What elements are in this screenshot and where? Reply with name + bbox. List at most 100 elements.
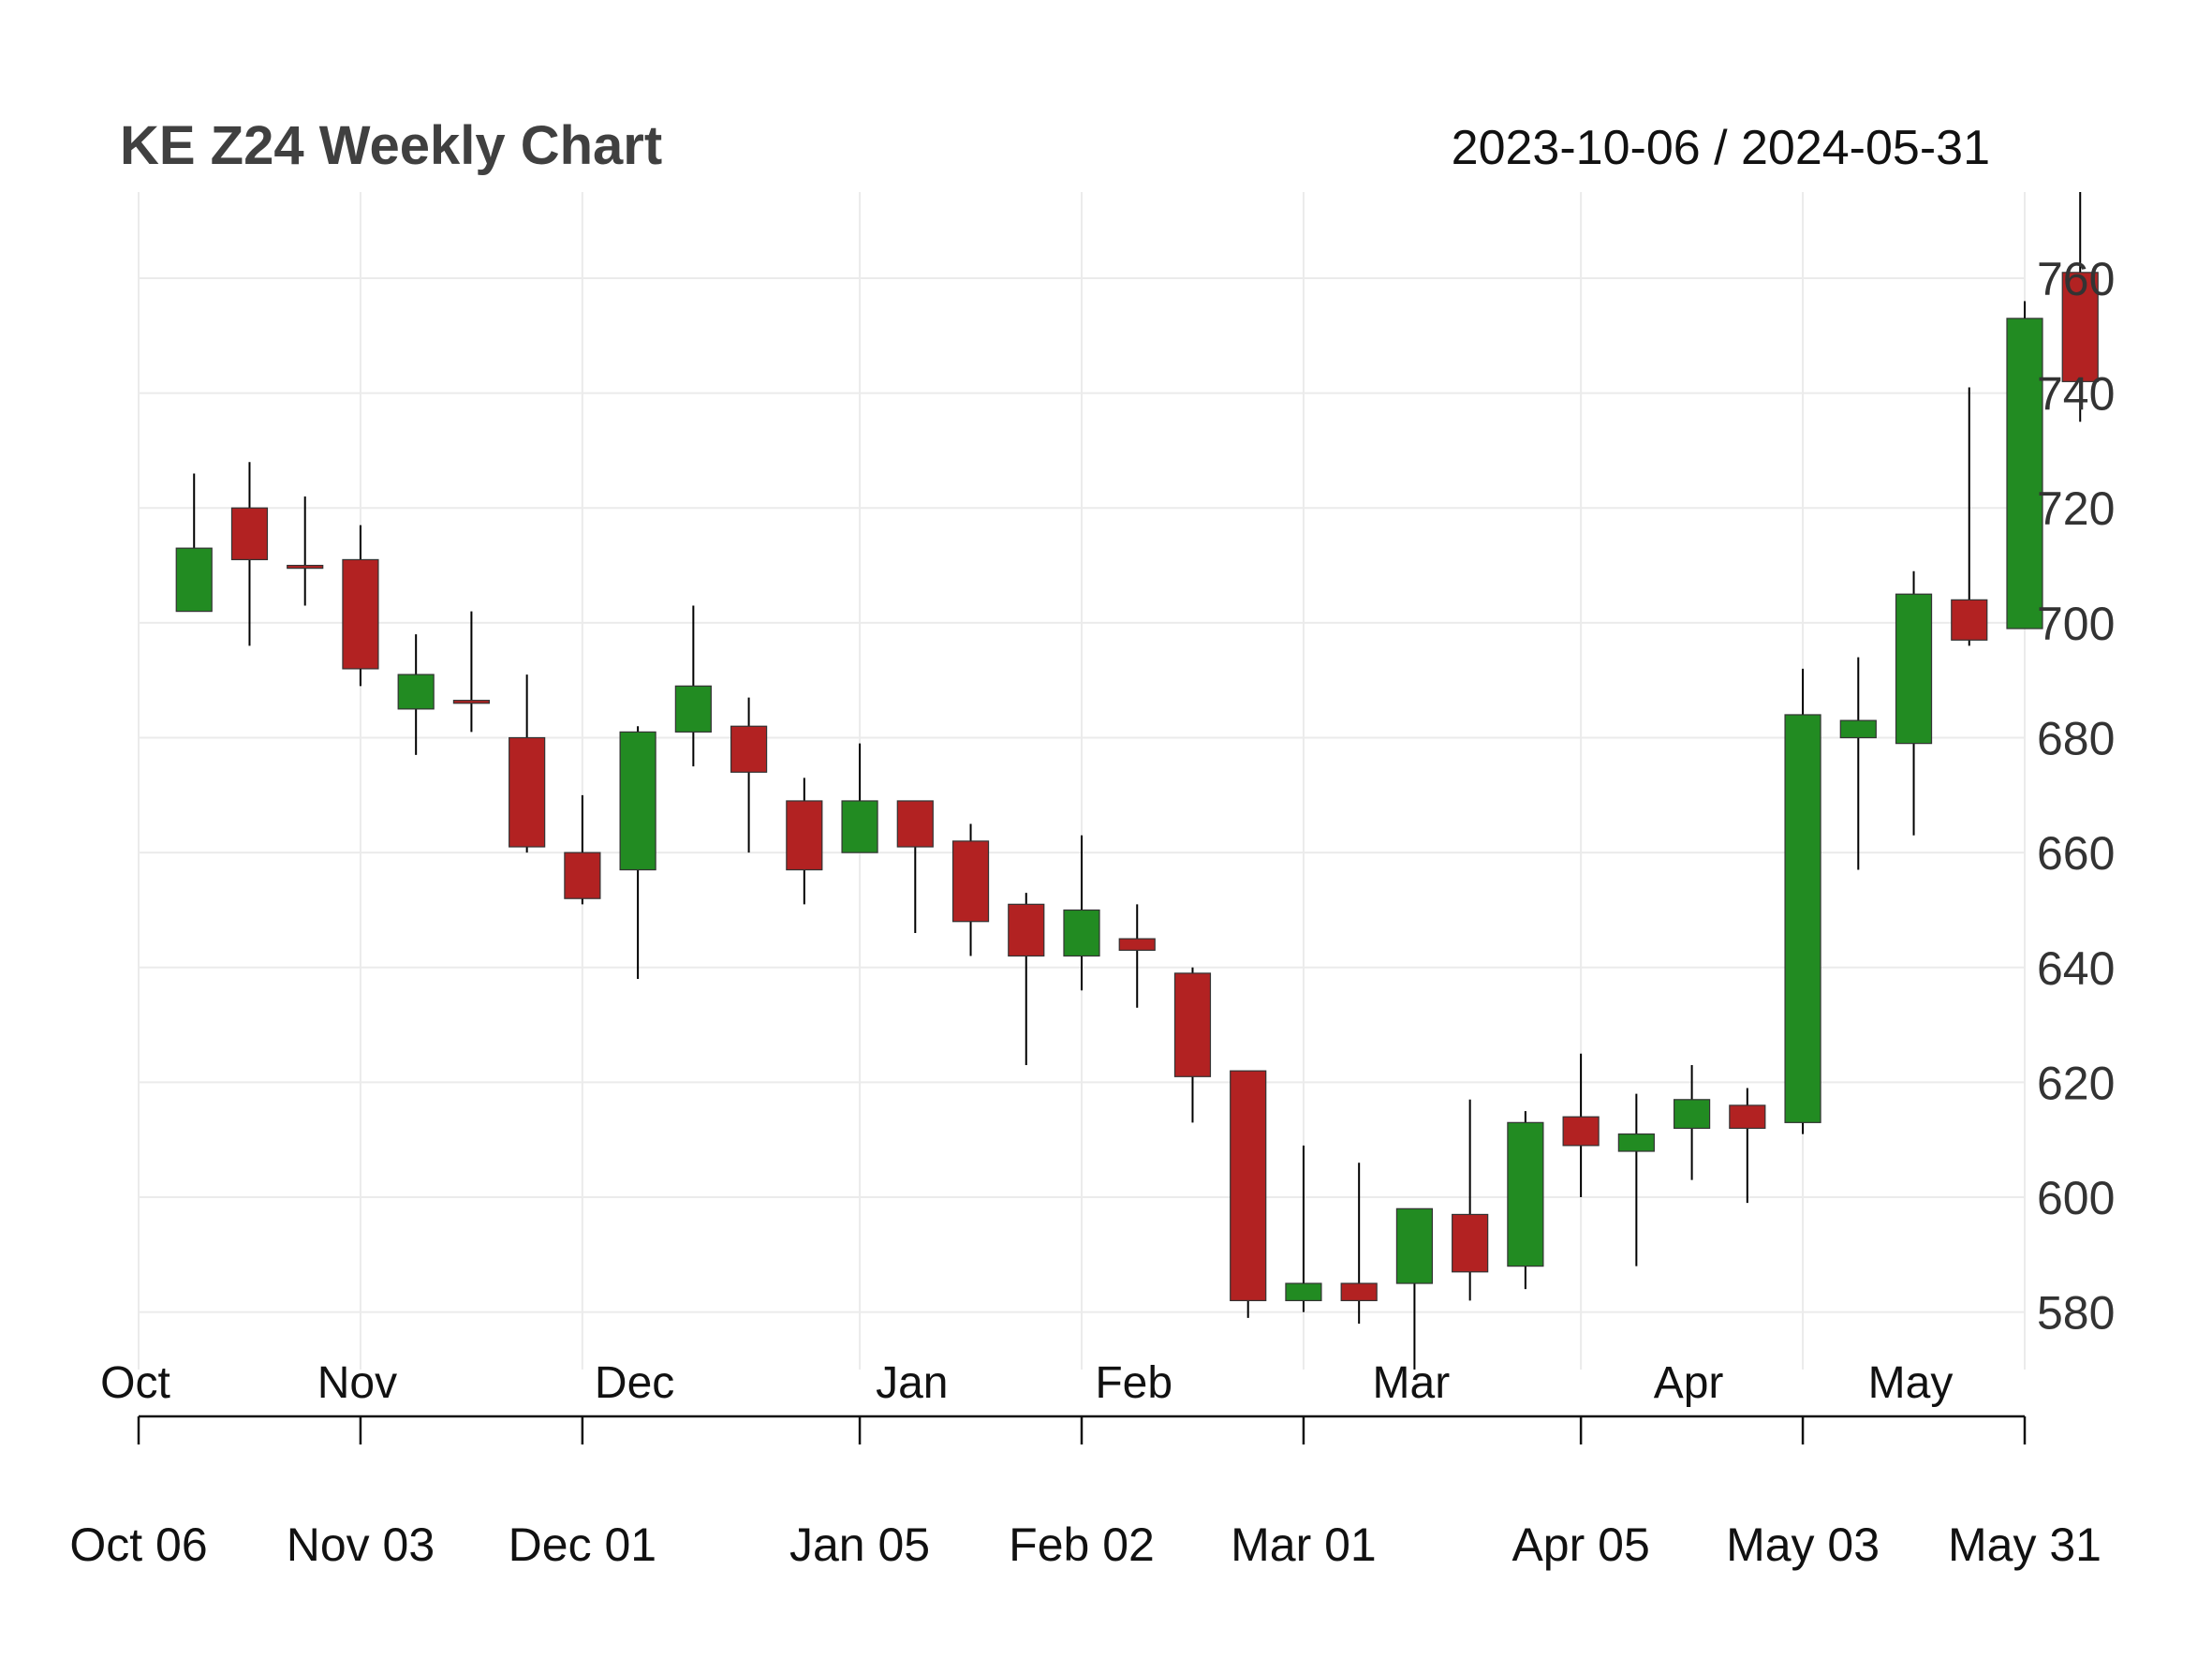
candle-body-up: [1784, 714, 1821, 1123]
candle-body-down: [2061, 272, 2099, 382]
x-tick-label: Mar 01: [1231, 1518, 1377, 1571]
candle: [1895, 570, 1933, 836]
y-axis: 580 600 620 640 660 680 700 720 740 760: [2037, 253, 2115, 1340]
candle-body-down: [1008, 903, 1045, 957]
candle: [1507, 1111, 1544, 1290]
candle-body-down: [1230, 1070, 1267, 1302]
candle: [1285, 1145, 1322, 1312]
y-tick-label: 720: [2037, 482, 2115, 535]
candle-body-down: [1118, 938, 1156, 951]
month-label: Feb: [1095, 1358, 1172, 1408]
candle: [1173, 967, 1212, 1123]
candle: [896, 800, 934, 933]
x-tick-label: Dec 01: [509, 1518, 656, 1571]
month-label: Apr: [1654, 1358, 1724, 1408]
month-label: May: [1868, 1358, 1954, 1408]
month-label: Mar: [1373, 1358, 1451, 1408]
y-tick-label: 620: [2037, 1057, 2115, 1109]
x-tick-label: May 31: [1948, 1518, 2101, 1571]
candle-body-down: [786, 800, 823, 871]
candle-body-up: [1395, 1207, 1434, 1284]
candle: [1673, 1065, 1711, 1180]
candle: [1452, 1099, 1489, 1301]
candle-body-down: [730, 725, 768, 773]
candle: [2061, 192, 2099, 422]
candle-body-down: [896, 800, 934, 848]
candle: [1230, 1070, 1267, 1318]
candle-body-up: [1617, 1133, 1655, 1152]
candle-body-down: [287, 564, 324, 570]
candle: [1617, 1093, 1655, 1266]
candle-body-down: [1173, 972, 1212, 1077]
candle-body-down: [509, 736, 546, 848]
candle-body-up: [619, 731, 656, 871]
candle: [1395, 1207, 1434, 1370]
candle-body-down: [342, 558, 379, 670]
x-tick-label: Feb 02: [1009, 1518, 1155, 1571]
y-tick-label: 600: [2037, 1172, 2115, 1224]
candle: [1118, 904, 1156, 1008]
candle-body-down: [564, 852, 601, 899]
candle: [509, 674, 546, 853]
chart-title: KE Z24 Weekly Chart: [120, 115, 662, 176]
candle-body-up: [175, 547, 213, 613]
grid-layer: [138, 192, 2026, 1370]
candle: [1951, 387, 1988, 646]
candle-body-down: [1729, 1104, 1766, 1130]
y-tick-label: 640: [2037, 942, 2115, 995]
candle: [342, 525, 379, 687]
date-range: 2023-10-06 / 2024-05-31: [1452, 121, 1990, 175]
y-tick-label: 740: [2037, 368, 2115, 421]
candle-body-down: [1340, 1282, 1378, 1302]
candle-body-down: [452, 700, 491, 704]
candle: [786, 778, 823, 905]
candle: [452, 611, 491, 733]
candle: [230, 462, 269, 646]
x-tick-label: Oct 06: [69, 1518, 207, 1571]
candle: [1008, 893, 1045, 1066]
candle: [841, 743, 878, 853]
candle-body-up: [1895, 593, 1933, 745]
candle: [951, 823, 990, 956]
candle: [1340, 1163, 1378, 1324]
candle: [1784, 668, 1821, 1134]
candle: [619, 726, 656, 980]
candle-body-down: [1452, 1213, 1489, 1273]
x-tick-label: Nov 03: [287, 1518, 435, 1571]
candle: [564, 794, 601, 905]
y-tick-label: 660: [2037, 827, 2115, 880]
candle: [674, 605, 712, 767]
y-tick-label: 580: [2037, 1287, 2115, 1340]
candle-body-up: [1285, 1282, 1322, 1302]
candle-body-up: [1063, 909, 1100, 957]
candle: [175, 473, 213, 613]
y-tick-label: 760: [2037, 253, 2115, 305]
candle-body-up: [397, 674, 435, 710]
candle: [397, 634, 435, 755]
candle: [1562, 1053, 1600, 1198]
candle: [730, 697, 768, 853]
candle: [287, 496, 324, 606]
candle-body-up: [2006, 318, 2043, 630]
month-label: Nov: [317, 1358, 397, 1408]
candle: [2006, 301, 2043, 630]
candle-body-up: [841, 800, 878, 853]
y-tick-label: 680: [2037, 713, 2115, 765]
candle: [1063, 835, 1100, 991]
candle: [1729, 1088, 1766, 1204]
candle-body-down: [1951, 599, 1988, 641]
month-label: Oct: [100, 1358, 170, 1408]
month-labels: Oct Nov Dec Jan Feb Mar Apr May: [100, 1358, 1953, 1408]
candle-body-up: [1673, 1099, 1711, 1130]
x-tick-label: May 03: [1726, 1518, 1880, 1571]
x-tick-label: Apr 05: [1512, 1518, 1649, 1571]
candle-body-down: [230, 507, 269, 561]
candle-layer: [175, 192, 2099, 1370]
x-axis: Oct 06 Nov 03 Dec 01 Jan 05 Feb 02 Mar 01 Apr …: [69, 1415, 2101, 1571]
y-tick-label: 700: [2037, 598, 2115, 650]
month-label: Dec: [595, 1358, 674, 1408]
candle-body-up: [1507, 1121, 1544, 1267]
month-label: Jan: [876, 1358, 948, 1408]
